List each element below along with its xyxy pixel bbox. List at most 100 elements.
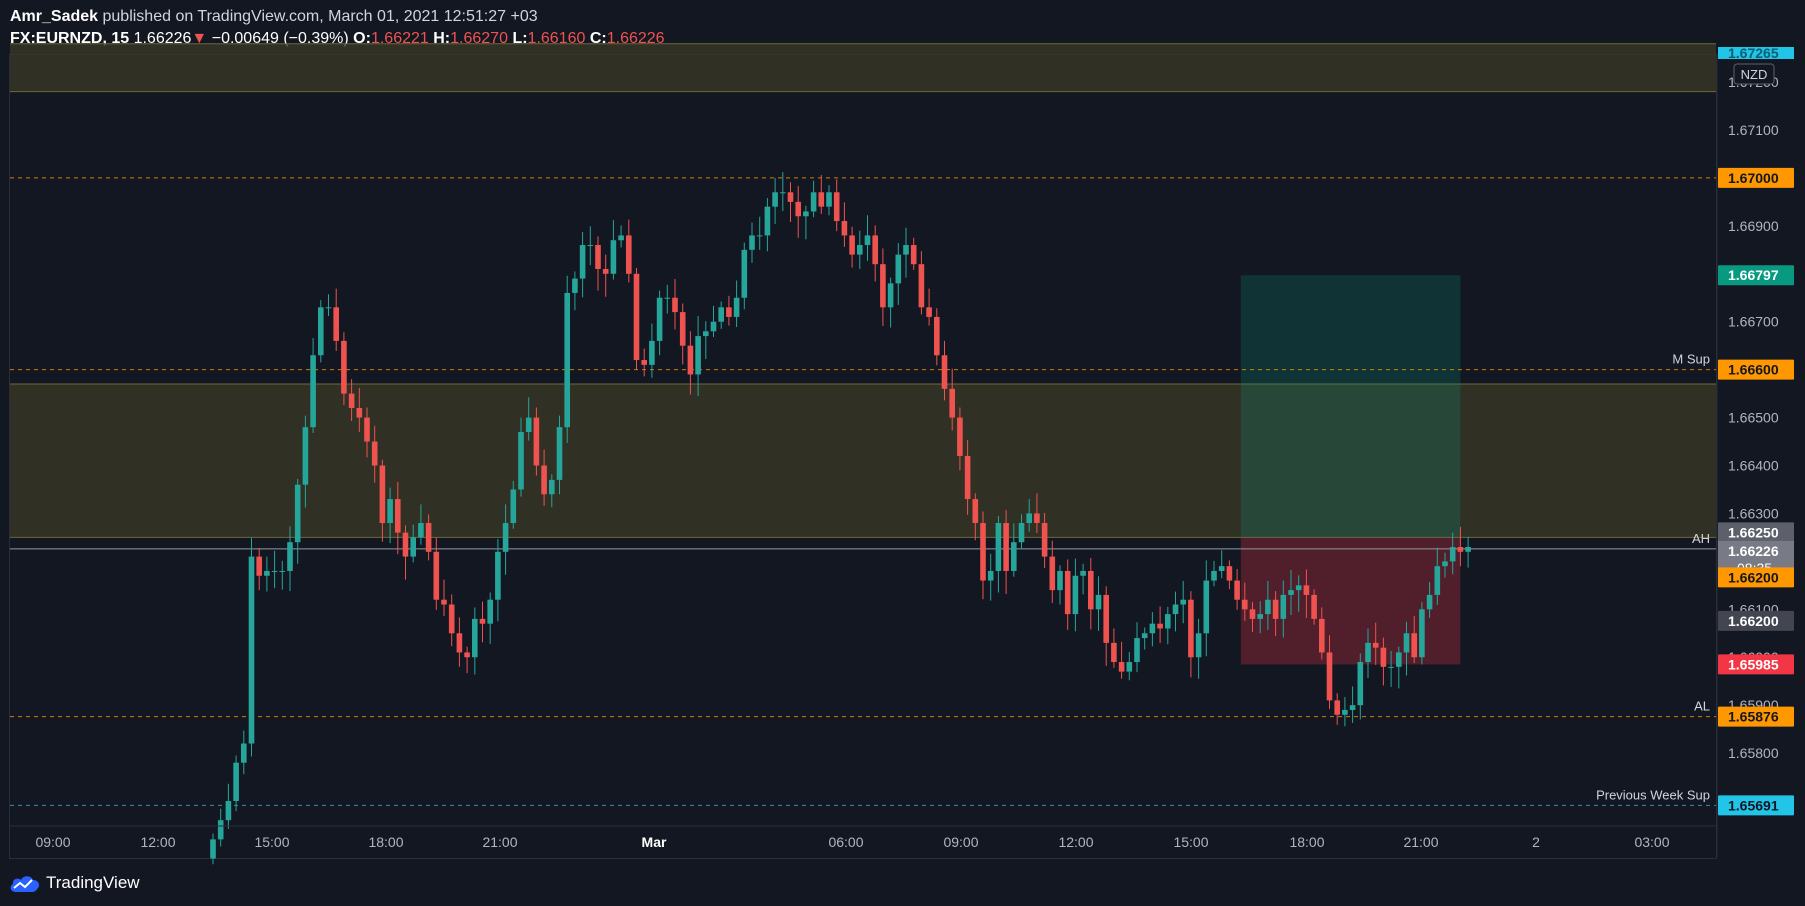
candle-body[interactable]: [472, 618, 478, 658]
candle-body[interactable]: [749, 235, 755, 250]
candle-body[interactable]: [710, 321, 717, 332]
level-price-tag[interactable]: [1718, 567, 1794, 588]
candle-body[interactable]: [610, 240, 617, 274]
candle-body[interactable]: [602, 268, 609, 274]
candle-body[interactable]: [1242, 599, 1248, 610]
candle-body[interactable]: [1357, 662, 1364, 706]
candle-body[interactable]: [1011, 542, 1017, 571]
candle-body[interactable]: [287, 542, 293, 571]
level-price-tag[interactable]: [1718, 706, 1794, 727]
grey-price-tag[interactable]: [1718, 610, 1794, 631]
candle-body[interactable]: [410, 537, 416, 557]
candle-body[interactable]: [641, 360, 647, 365]
candle-body[interactable]: [687, 345, 694, 375]
candle-body[interactable]: [741, 249, 748, 298]
candle-body[interactable]: [448, 604, 455, 634]
candle-body[interactable]: [210, 839, 216, 859]
candle-body[interactable]: [1234, 580, 1240, 600]
candle-body[interactable]: [1064, 570, 1071, 615]
candle-body[interactable]: [703, 331, 709, 337]
candle-body[interactable]: [1141, 633, 1148, 639]
candle-body[interactable]: [1411, 633, 1417, 658]
candle-body[interactable]: [1396, 652, 1402, 667]
candle-body[interactable]: [987, 570, 994, 581]
candle-body[interactable]: [1018, 523, 1025, 543]
candle-body[interactable]: [371, 441, 378, 466]
candle-body[interactable]: [264, 570, 270, 576]
candle-body[interactable]: [387, 499, 393, 524]
candle-body[interactable]: [872, 235, 878, 265]
candle-body[interactable]: [456, 633, 463, 653]
candle-body[interactable]: [1272, 599, 1279, 619]
candle-body[interactable]: [1465, 546, 1471, 552]
candle-body[interactable]: [318, 307, 324, 356]
candle-body[interactable]: [649, 340, 655, 365]
candle-body[interactable]: [1334, 700, 1340, 715]
candle-body[interactable]: [733, 297, 740, 317]
candle-body[interactable]: [1419, 609, 1425, 658]
candle-body[interactable]: [672, 297, 678, 313]
candle-body[interactable]: [957, 417, 963, 456]
candle-body[interactable]: [294, 484, 301, 543]
candle-body[interactable]: [1365, 642, 1371, 663]
candle-body[interactable]: [256, 556, 262, 576]
candle-body[interactable]: [1095, 594, 1102, 610]
candle-body[interactable]: [1434, 566, 1441, 595]
candle-body[interactable]: [910, 245, 917, 265]
candle-body[interactable]: [302, 427, 309, 485]
candle-body[interactable]: [1265, 599, 1271, 615]
candle-body[interactable]: [795, 201, 801, 217]
candle-body[interactable]: [479, 618, 486, 624]
candle-body[interactable]: [356, 407, 363, 418]
candle-body[interactable]: [525, 417, 532, 432]
candle-body[interactable]: [664, 297, 671, 299]
candle-body[interactable]: [1203, 580, 1210, 634]
candle-body[interactable]: [441, 599, 447, 605]
candle-body[interactable]: [333, 307, 339, 341]
candle-body[interactable]: [1249, 609, 1256, 619]
candle-body[interactable]: [395, 499, 401, 533]
candle-body[interactable]: [1003, 523, 1009, 571]
candle-body[interactable]: [1088, 570, 1094, 610]
candle-body[interactable]: [1034, 513, 1040, 524]
candle-body[interactable]: [1026, 513, 1032, 524]
candle-body[interactable]: [626, 235, 632, 274]
candle-body[interactable]: [1457, 546, 1464, 552]
candle-body[interactable]: [248, 556, 255, 744]
candle-body[interactable]: [1041, 523, 1048, 557]
candle-body[interactable]: [849, 235, 855, 255]
candle-body[interactable]: [787, 192, 794, 202]
entry-price-tag[interactable]: [1718, 522, 1794, 543]
candle-body[interactable]: [803, 211, 809, 217]
candle-body[interactable]: [233, 762, 239, 802]
candle-body[interactable]: [772, 192, 778, 207]
candle-body[interactable]: [279, 570, 286, 572]
candle-body[interactable]: [1118, 662, 1125, 672]
candle-body[interactable]: [780, 192, 786, 194]
candle-body[interactable]: [1188, 599, 1194, 658]
candle-body[interactable]: [1126, 662, 1133, 672]
candle-body[interactable]: [549, 479, 555, 495]
candle-body[interactable]: [1195, 633, 1202, 658]
candle-body[interactable]: [1319, 618, 1325, 653]
candle-body[interactable]: [695, 336, 701, 375]
candle-body[interactable]: [225, 801, 232, 821]
candle-body[interactable]: [980, 523, 986, 581]
candle-body[interactable]: [348, 393, 355, 408]
candle-body[interactable]: [487, 599, 493, 624]
candle-body[interactable]: [618, 235, 624, 241]
symbol-label[interactable]: FX:EURNZD, 15: [10, 30, 130, 47]
candle-body[interactable]: [595, 245, 601, 269]
candle-body[interactable]: [495, 551, 501, 600]
candle-body[interactable]: [1165, 614, 1171, 629]
candle-body[interactable]: [1326, 652, 1333, 701]
candle-body[interactable]: [826, 192, 832, 207]
candle-body[interactable]: [887, 283, 894, 308]
candle-body[interactable]: [241, 743, 247, 763]
candle-body[interactable]: [1403, 633, 1410, 653]
candle-body[interactable]: [833, 192, 840, 222]
candle-body[interactable]: [325, 307, 332, 309]
candle-body[interactable]: [587, 245, 594, 247]
candle-body[interactable]: [857, 245, 863, 255]
